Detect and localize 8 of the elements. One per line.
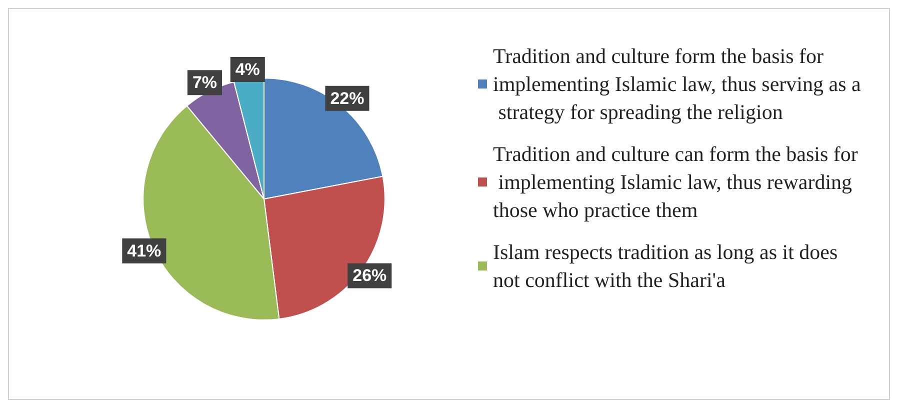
data-label: 22% <box>330 88 364 108</box>
data-label: 7% <box>192 73 218 92</box>
data-label: 4% <box>235 60 260 79</box>
legend-label: Islam respects tradition as long as it does not conflict with the Shari'a <box>493 240 843 292</box>
data-label: 26% <box>352 266 387 286</box>
legend-label: Tradition and culture can form the basis for implementing Islamic law, thus rewarding those who practice them <box>493 142 858 222</box>
legend-label: Tradition and culture form the basis for implementing Islamic law, thus serving as a strategy for spreading the religion <box>493 44 862 124</box>
data-label: 41% <box>127 241 162 260</box>
